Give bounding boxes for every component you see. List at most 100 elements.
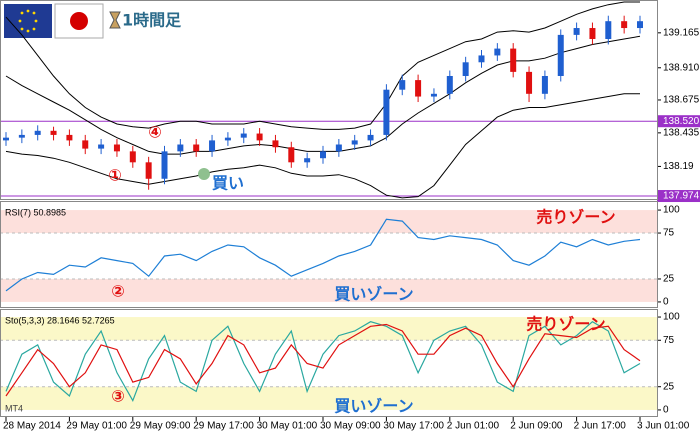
candle-body bbox=[589, 28, 596, 39]
zone bbox=[0, 210, 657, 234]
candle-body bbox=[430, 93, 437, 97]
x-tick-label: 3 Jun 01:00 bbox=[637, 421, 690, 432]
candle-body bbox=[82, 140, 89, 149]
candle-body bbox=[320, 151, 326, 159]
candle-body bbox=[50, 130, 57, 135]
eu-stars bbox=[18, 9, 38, 33]
y-tick-label: 100 bbox=[663, 205, 680, 216]
series-line bbox=[5, 323, 641, 397]
candle-body bbox=[161, 151, 168, 179]
candle-body bbox=[510, 48, 517, 72]
candle-body bbox=[209, 140, 216, 152]
x-tick-label: 29 May 09:00 bbox=[130, 421, 191, 432]
series-line bbox=[5, 1, 640, 130]
level-label-box bbox=[657, 190, 700, 203]
y-tick-label: 0 bbox=[663, 405, 669, 416]
candle-body bbox=[621, 21, 628, 29]
candle-body bbox=[383, 89, 390, 135]
candle-body bbox=[66, 134, 73, 141]
candle-body bbox=[415, 80, 422, 97]
x-tick-label: 2 Jun 01:00 bbox=[447, 421, 500, 432]
candle-body bbox=[526, 71, 533, 94]
y-tick-label: 138.910 bbox=[663, 62, 700, 73]
zone bbox=[0, 317, 657, 341]
level-label: 137.974 bbox=[663, 191, 700, 202]
candle-body bbox=[193, 144, 200, 152]
x-tick-label: 30 May 09:00 bbox=[320, 421, 381, 432]
level-label: 138.520 bbox=[663, 116, 700, 127]
candle-body bbox=[478, 55, 485, 63]
candle-body bbox=[18, 134, 25, 138]
candle-body bbox=[272, 140, 279, 148]
series-line bbox=[5, 218, 641, 292]
x-tick-label: 29 May 17:00 bbox=[193, 421, 254, 432]
panel-border bbox=[0, 309, 658, 417]
header-title: 1時間足 bbox=[122, 11, 182, 30]
annotation: 売りゾーン bbox=[526, 315, 605, 334]
y-tick-label: 138.675 bbox=[663, 95, 700, 106]
panel-title: RSI(7) 50.8985 bbox=[5, 207, 66, 217]
annotation: 売りゾーン bbox=[536, 208, 615, 227]
candle-body bbox=[177, 144, 184, 152]
annotation: ③ bbox=[111, 387, 125, 406]
buy-marker bbox=[198, 168, 210, 180]
y-tick-label: 25 bbox=[663, 274, 675, 285]
footnote: MT4 bbox=[5, 403, 23, 413]
jp-sun bbox=[70, 12, 88, 30]
candle-body bbox=[145, 162, 152, 179]
candle-body bbox=[240, 133, 247, 138]
candle-body bbox=[367, 134, 374, 141]
panel-border bbox=[0, 0, 658, 200]
y-tick-label: 100 bbox=[663, 312, 680, 323]
candle-body bbox=[637, 21, 643, 29]
hourglass-icon bbox=[109, 11, 121, 29]
candle-body bbox=[494, 48, 501, 56]
candle-body bbox=[573, 28, 580, 35]
series-line bbox=[5, 320, 641, 403]
x-tick-label: 2 Jun 17:00 bbox=[574, 421, 627, 432]
annotation: 買いゾーン bbox=[334, 285, 413, 304]
x-tick-label: 2 Jun 09:00 bbox=[510, 421, 563, 432]
x-tick-label: 30 May 01:00 bbox=[257, 421, 318, 432]
annotation: ④ bbox=[148, 123, 162, 142]
panel: 139.165 138.910 138.675 138.435 138.19 138.52… bbox=[0, 0, 700, 203]
candle-body bbox=[256, 133, 263, 141]
candle-body bbox=[462, 62, 469, 76]
zone bbox=[0, 386, 657, 410]
header: 1時間足 bbox=[4, 3, 182, 39]
candle-body bbox=[399, 80, 406, 90]
annotation: 買い bbox=[212, 174, 244, 193]
candle-body bbox=[3, 137, 9, 141]
annotation: 買いゾーン bbox=[334, 397, 413, 416]
panel: 100 75 25 0 Sto(5,3,3) 28.1646 52.7265 MT4 ③ 売り… bbox=[0, 309, 680, 417]
panel-title: Sto(5,3,3) 28.1646 52.7265 bbox=[5, 315, 115, 325]
x-tick-label: 30 May 17:00 bbox=[383, 421, 444, 432]
candle-body bbox=[288, 147, 295, 163]
candle-body bbox=[304, 158, 311, 163]
y-tick-label: 0 bbox=[663, 297, 669, 308]
candle-body bbox=[129, 151, 136, 163]
candle-body bbox=[557, 34, 564, 76]
eu-flag bbox=[4, 4, 52, 38]
y-tick-label: 75 bbox=[663, 335, 675, 346]
annotation: ② bbox=[111, 282, 125, 301]
series-line bbox=[5, 93, 640, 199]
candle-body bbox=[541, 75, 548, 94]
candle-body bbox=[98, 144, 105, 149]
x-tick-label: 28 May 2014 bbox=[3, 421, 61, 432]
candle-body bbox=[335, 144, 342, 152]
panel-border bbox=[0, 201, 658, 308]
y-tick-label: 25 bbox=[663, 381, 675, 392]
zone bbox=[0, 278, 657, 302]
y-tick-label: 139.165 bbox=[663, 27, 700, 38]
candle-body bbox=[351, 140, 358, 145]
candle-body bbox=[113, 144, 120, 152]
candle-body bbox=[605, 21, 612, 39]
y-tick-label: 138.435 bbox=[663, 127, 700, 138]
level-label-box bbox=[657, 115, 700, 128]
x-tick-label: 29 May 01:00 bbox=[66, 421, 127, 432]
candle-body bbox=[34, 130, 41, 135]
candle-body bbox=[224, 137, 231, 141]
